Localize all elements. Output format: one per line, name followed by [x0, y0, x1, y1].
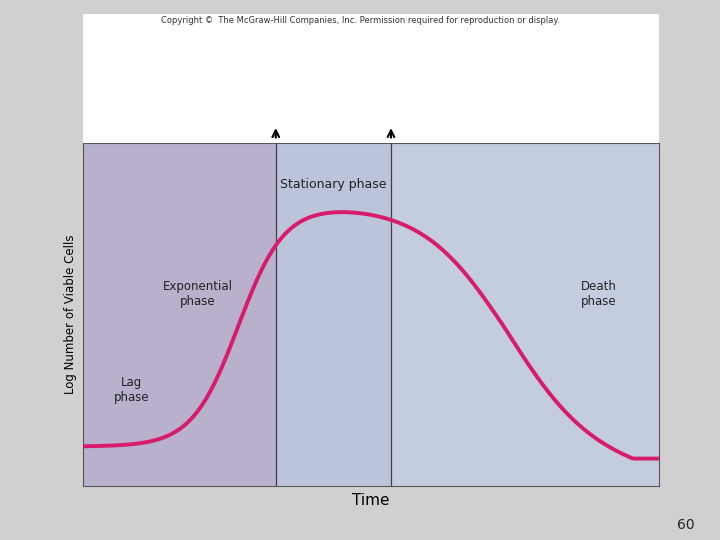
Text: Lag
phase: Lag phase: [114, 376, 150, 404]
Y-axis label: Log Number of Viable Cells: Log Number of Viable Cells: [64, 235, 77, 394]
FancyBboxPatch shape: [80, 29, 135, 123]
Bar: [83, 143, 276, 486]
Text: Exponential
phase: Exponential phase: [163, 280, 233, 308]
FancyBboxPatch shape: [184, 29, 385, 123]
Text: Substrate: Substrate: [102, 49, 112, 103]
Text: 60: 60: [678, 518, 695, 532]
Bar: [276, 143, 391, 486]
Text: Stationary phase: Stationary phase: [280, 178, 387, 191]
Text: Copyright ©  The McGraw-Hill Companies, Inc. Permission required for reproductio: Copyright © The McGraw-Hill Companies, I…: [161, 16, 559, 25]
Text: Death
phase: Death phase: [580, 280, 616, 308]
Text: Primary metabolism
(Production of essential
biochemicals): Primary metabolism (Production of essent…: [284, 47, 423, 94]
X-axis label: Time: Time: [352, 493, 390, 508]
Bar: [391, 143, 659, 486]
FancyBboxPatch shape: [394, 29, 662, 123]
Text: Secondary metabolism
(Synthesis of by-products
nonessential to growth): Secondary metabolism (Synthesis of by-pr…: [408, 47, 559, 94]
